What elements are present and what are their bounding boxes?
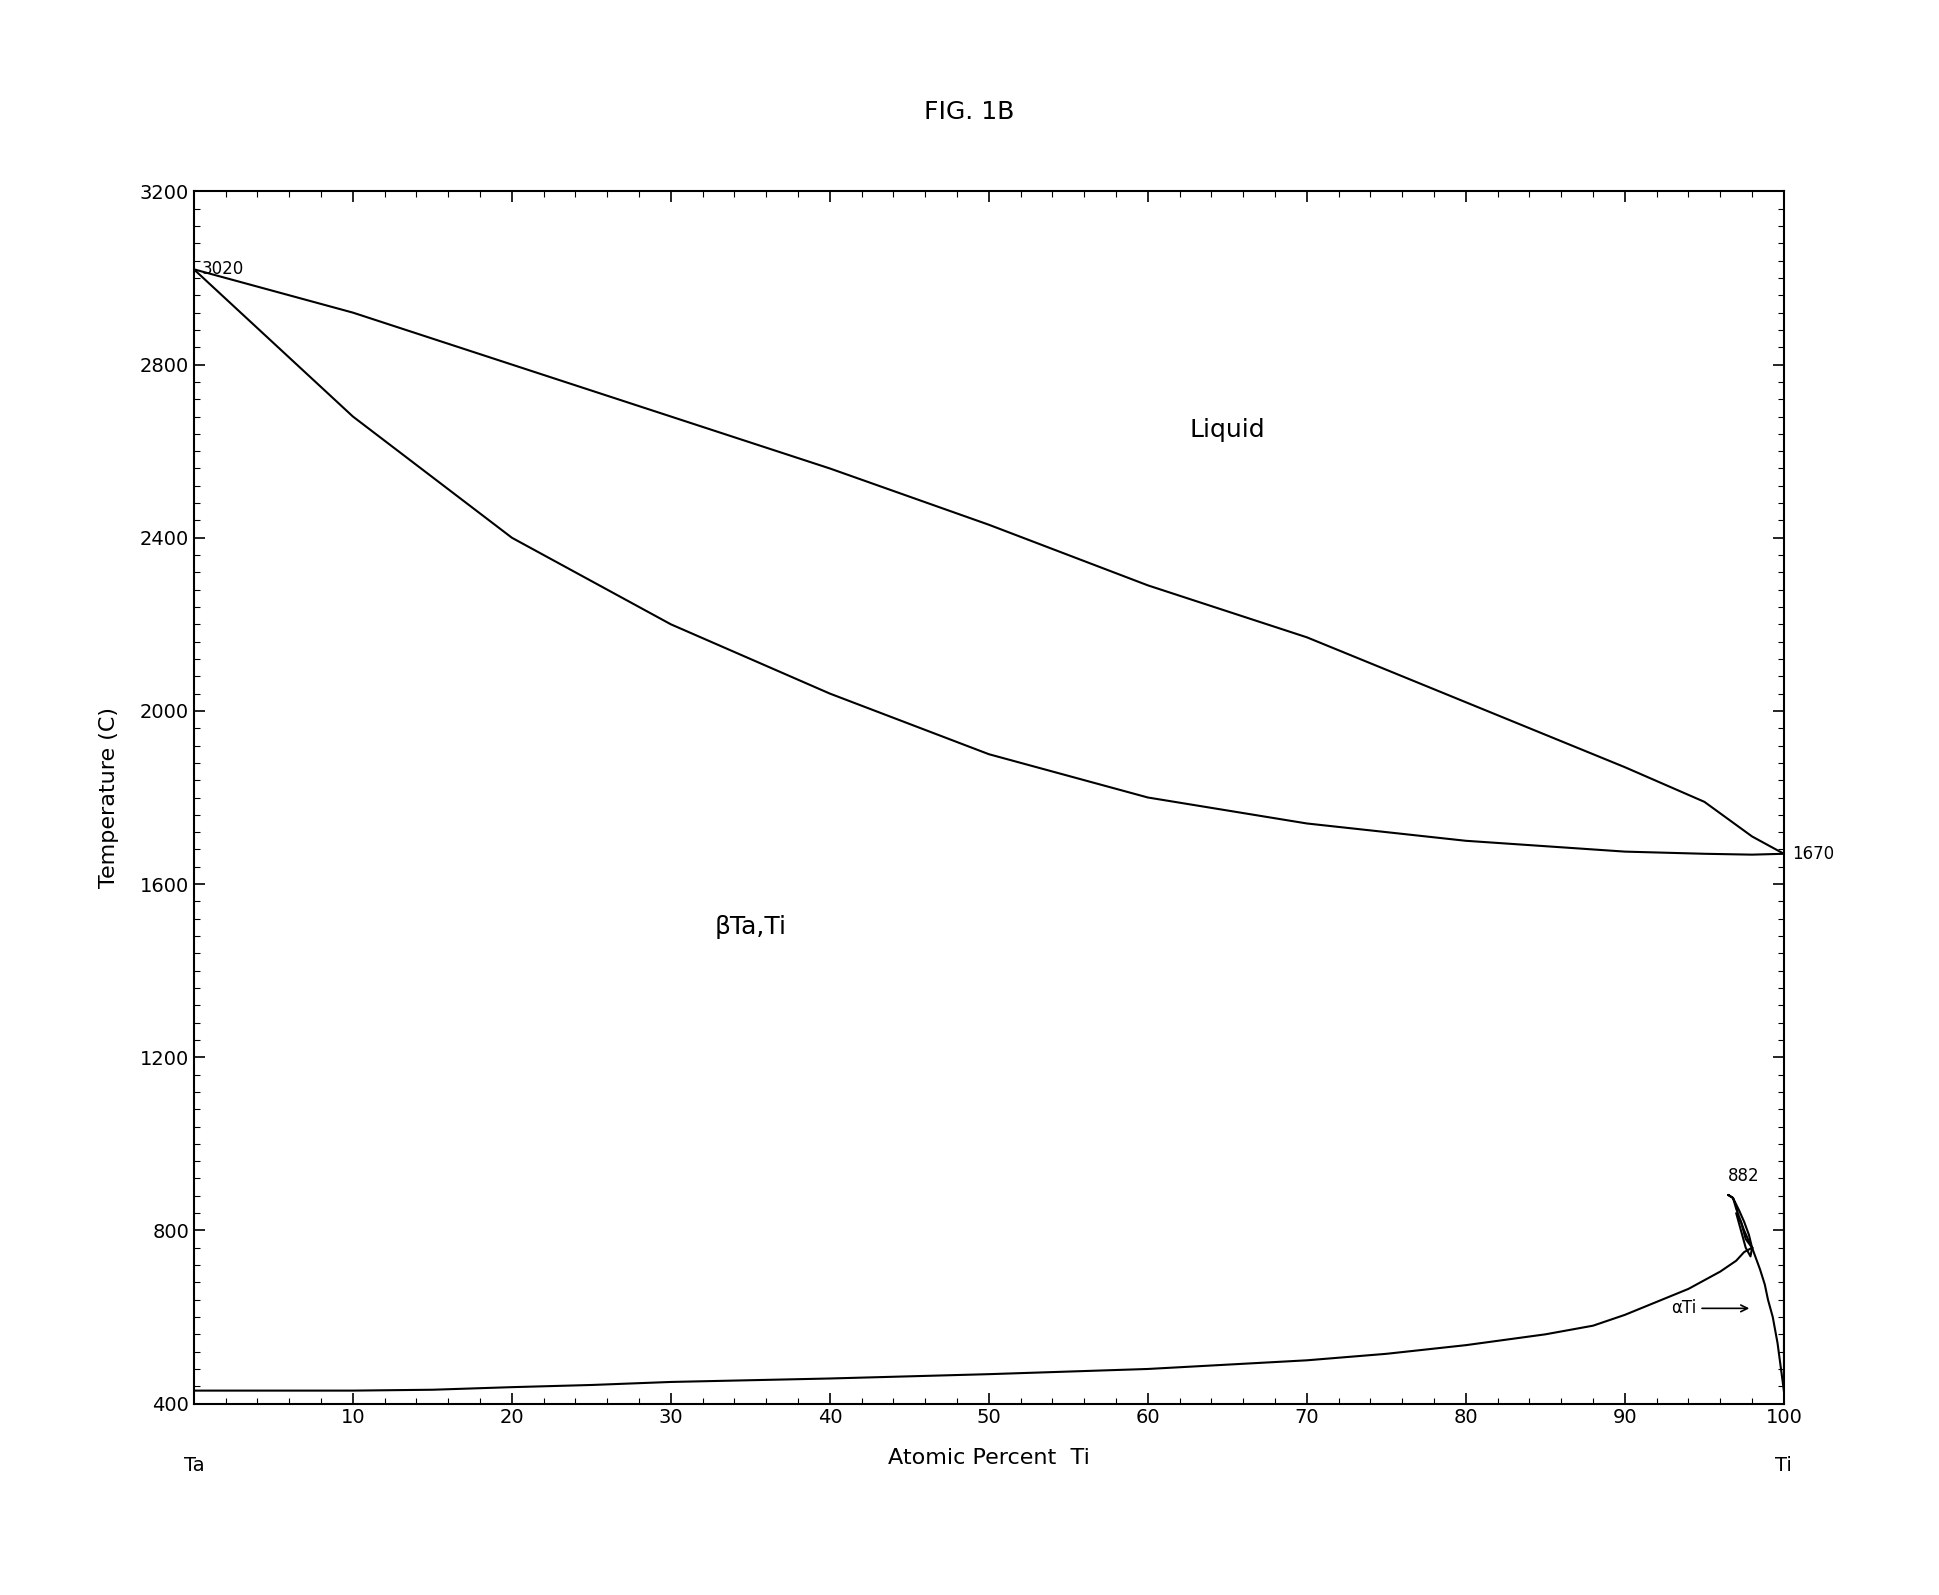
Text: 1670: 1670 xyxy=(1792,845,1834,863)
Text: Ta: Ta xyxy=(184,1456,204,1474)
Text: FIG. 1B: FIG. 1B xyxy=(925,99,1014,124)
Text: 3020: 3020 xyxy=(202,260,244,278)
Text: βTa,Ti: βTa,Ti xyxy=(714,916,787,939)
Text: αTi: αTi xyxy=(1671,1300,1747,1317)
Y-axis label: Temperature (C): Temperature (C) xyxy=(99,707,118,888)
Text: Ti: Ti xyxy=(1776,1456,1792,1474)
Text: 882: 882 xyxy=(1728,1168,1761,1185)
Text: Liquid: Liquid xyxy=(1189,418,1266,442)
X-axis label: Atomic Percent  Ti: Atomic Percent Ti xyxy=(888,1448,1090,1469)
